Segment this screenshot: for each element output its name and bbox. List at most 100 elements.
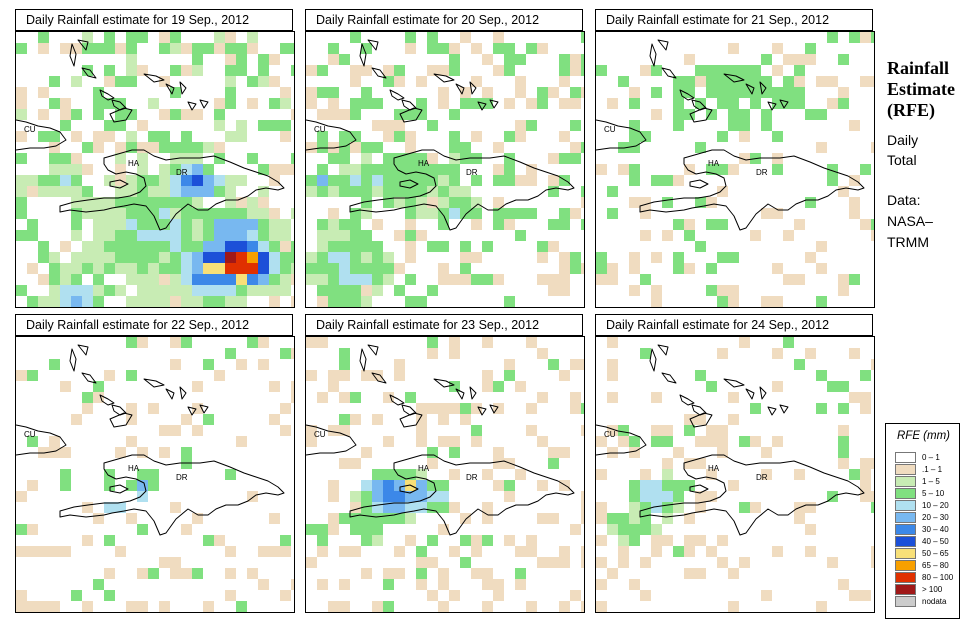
rainfall-cell	[181, 230, 192, 241]
rainfall-cell	[126, 230, 137, 241]
rainfall-cell	[438, 175, 449, 186]
island-outline	[469, 81, 477, 95]
rainfall-cell	[684, 219, 695, 230]
rainfall-cell	[137, 447, 148, 458]
rainfall-cell	[16, 109, 27, 120]
rainfall-cell	[350, 186, 361, 197]
rainfall-cell	[225, 296, 236, 307]
rainfall-cell	[559, 76, 570, 87]
rainfall-cell	[137, 252, 148, 263]
rainfall-cell	[372, 480, 383, 491]
rainfall-cell	[449, 403, 460, 414]
rainfall-cell	[49, 285, 60, 296]
legend-swatch	[895, 452, 916, 463]
rainfall-cell	[181, 524, 192, 535]
island-outline	[455, 83, 465, 95]
rainfall-cell	[82, 197, 93, 208]
rainfall-cell	[416, 186, 427, 197]
rainfall-cell	[38, 252, 49, 263]
rainfall-cell	[269, 230, 280, 241]
rainfall-cell	[684, 76, 695, 87]
rainfall-cell	[104, 469, 115, 480]
rainfall-cell	[71, 590, 82, 601]
rainfall-cell	[181, 252, 192, 263]
rainfall-cell	[684, 263, 695, 274]
rainfall-cell	[126, 337, 137, 348]
rainfall-cell	[449, 153, 460, 164]
rainfall-cell	[247, 252, 258, 263]
rainfall-cell	[192, 43, 203, 54]
rainfall-cell	[328, 274, 339, 285]
rainfall-cell	[717, 425, 728, 436]
rainfall-cell	[460, 403, 471, 414]
rainfall-cell	[372, 285, 383, 296]
rainfall-cell	[596, 601, 607, 612]
rainfall-cell	[394, 263, 405, 274]
rainfall-cell	[405, 469, 416, 480]
rainfall-cell	[728, 65, 739, 76]
rainfall-cell	[651, 109, 662, 120]
rainfall-cell	[317, 285, 328, 296]
rainfall-cell	[449, 164, 460, 175]
rainfall-cell	[537, 557, 548, 568]
island-outline	[477, 406, 487, 416]
rainfall-cell	[761, 590, 772, 601]
rainfall-cell	[247, 230, 258, 241]
rainfall-cell	[695, 414, 706, 425]
rainfall-cell	[471, 98, 482, 109]
rainfall-cell	[16, 197, 27, 208]
rainfall-cell	[203, 241, 214, 252]
rainfall-cell	[317, 65, 328, 76]
rainfall-cell	[794, 219, 805, 230]
rainfall-cell	[570, 98, 581, 109]
rainfall-cell	[170, 65, 181, 76]
rainfall-cell	[860, 480, 871, 491]
rainfall-cell	[49, 436, 60, 447]
rainfall-cell	[339, 109, 350, 120]
rainfall-cell	[269, 241, 280, 252]
rainfall-cell	[504, 54, 515, 65]
rainfall-cell	[181, 447, 192, 458]
rainfall-cell	[137, 120, 148, 131]
rainfall-cell	[60, 175, 71, 186]
rainfall-cell	[258, 230, 269, 241]
rainfall-cell	[280, 546, 291, 557]
coastlines	[596, 39, 865, 231]
rainfall-cell	[394, 359, 405, 370]
rainfall-cell	[581, 601, 584, 612]
rainfall-cell	[761, 54, 772, 65]
rainfall-cell	[526, 425, 537, 436]
rainfall-cell	[493, 142, 504, 153]
rainfall-cell	[82, 142, 93, 153]
rainfall-cell	[82, 241, 93, 252]
rainfall-cell	[93, 241, 104, 252]
rainfall-cell	[148, 568, 159, 579]
rainfall-cell	[581, 546, 584, 557]
rainfall-cell	[427, 32, 438, 43]
rainfall-cell	[515, 469, 526, 480]
rainfall-cell	[181, 131, 192, 142]
rainfall-cell	[328, 230, 339, 241]
island-outline	[109, 179, 129, 189]
rainfall-cell	[640, 524, 651, 535]
rainfall-cell	[849, 208, 860, 219]
rainfall-cell	[361, 87, 372, 98]
rainfall-cell	[225, 263, 236, 274]
rainfall-cell	[93, 131, 104, 142]
rainfall-cell	[126, 414, 137, 425]
rainfall-cell	[247, 197, 258, 208]
rainfall-cell	[49, 76, 60, 87]
rainfall-cell	[438, 263, 449, 274]
rainfall-cell	[526, 120, 537, 131]
legend-swatch	[895, 572, 916, 583]
rainfall-cell	[361, 535, 372, 546]
rainfall-cell	[361, 197, 372, 208]
rainfall-cell	[115, 546, 126, 557]
rainfall-cell	[493, 43, 504, 54]
rainfall-cell	[339, 142, 350, 153]
rainfall-cell	[750, 98, 761, 109]
rainfall-cell	[662, 513, 673, 524]
island-outline	[779, 99, 789, 109]
rainfall-cell	[291, 381, 294, 392]
rainfall-cell	[49, 296, 60, 307]
